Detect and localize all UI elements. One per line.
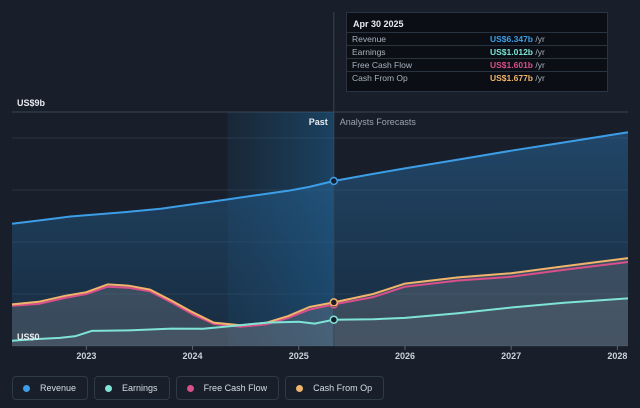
x-tick-label: 2027 [501,351,521,361]
marker-earnings [329,315,339,324]
tooltip-row-revenue: Revenue US$6.347b /yr [347,32,607,46]
legend-item-revenue[interactable]: Revenue [12,376,89,400]
tooltip-label: Free Cash Flow [352,60,412,70]
series-line-revenue [11,131,629,225]
tooltip-value: US$6.347b /yr [490,34,545,44]
legend-label: Free Cash Flow [203,383,268,393]
legend-label: Earnings [122,383,158,393]
legend-item-free-cash-flow[interactable]: Free Cash Flow [175,376,280,400]
legend-dot-icon [23,384,30,392]
area-earnings [12,298,628,346]
past-label: Past [309,117,328,127]
x-tick-label: 2024 [183,351,203,361]
tooltip-row-earnings: Earnings US$1.012b /yr [347,45,607,59]
tooltip-value: US$1.012b /yr [490,47,545,57]
marker-cash-from-op [329,298,339,307]
x-tick-label: 2028 [607,351,627,361]
legend-item-cash-from-op[interactable]: Cash From Op [285,376,385,400]
tooltip-date: Apr 30 2025 [353,19,404,29]
series-line-earnings [11,297,629,342]
tooltip-label: Earnings [352,47,386,57]
marker-revenue [329,176,339,186]
legend: Revenue Earnings Free Cash Flow Cash Fro… [12,376,390,400]
legend-label: Cash From Op [313,383,373,393]
tooltip-value: US$1.601b /yr [490,60,545,70]
x-tick-label: 2026 [395,351,415,361]
legend-dot-icon [296,384,304,392]
legend-dot-icon [186,384,194,392]
series-line-free-cash-flow [11,261,629,328]
tooltip-label: Revenue [352,34,387,44]
forecast-label: Analysts Forecasts [340,117,417,127]
x-tick-label: 2023 [76,351,96,361]
tooltip-row-cash-from-op: Cash From Op US$1.677b /yr [347,71,607,85]
y-axis-min-label: US$0 [17,332,40,342]
tooltip-panel: Apr 30 2025 Revenue US$6.347b /yr Earnin… [346,12,608,92]
legend-dot-icon [105,384,113,392]
y-axis-max-label: US$9b [17,98,46,108]
chart-canvas: 2023 2024 2025 2026 2027 2028 US$9b US$0 Past Ana… [11,12,629,361]
tooltip-row-free-cash-flow: Free Cash Flow US$1.601b /yr [347,58,607,72]
tooltip-label: Cash From Op [352,73,408,83]
tooltip-value: US$1.677b /yr [490,73,545,83]
revenue-area [12,132,628,346]
legend-item-earnings[interactable]: Earnings [94,376,170,400]
x-tick-label: 2025 [289,351,309,361]
legend-label: Revenue [40,383,77,393]
